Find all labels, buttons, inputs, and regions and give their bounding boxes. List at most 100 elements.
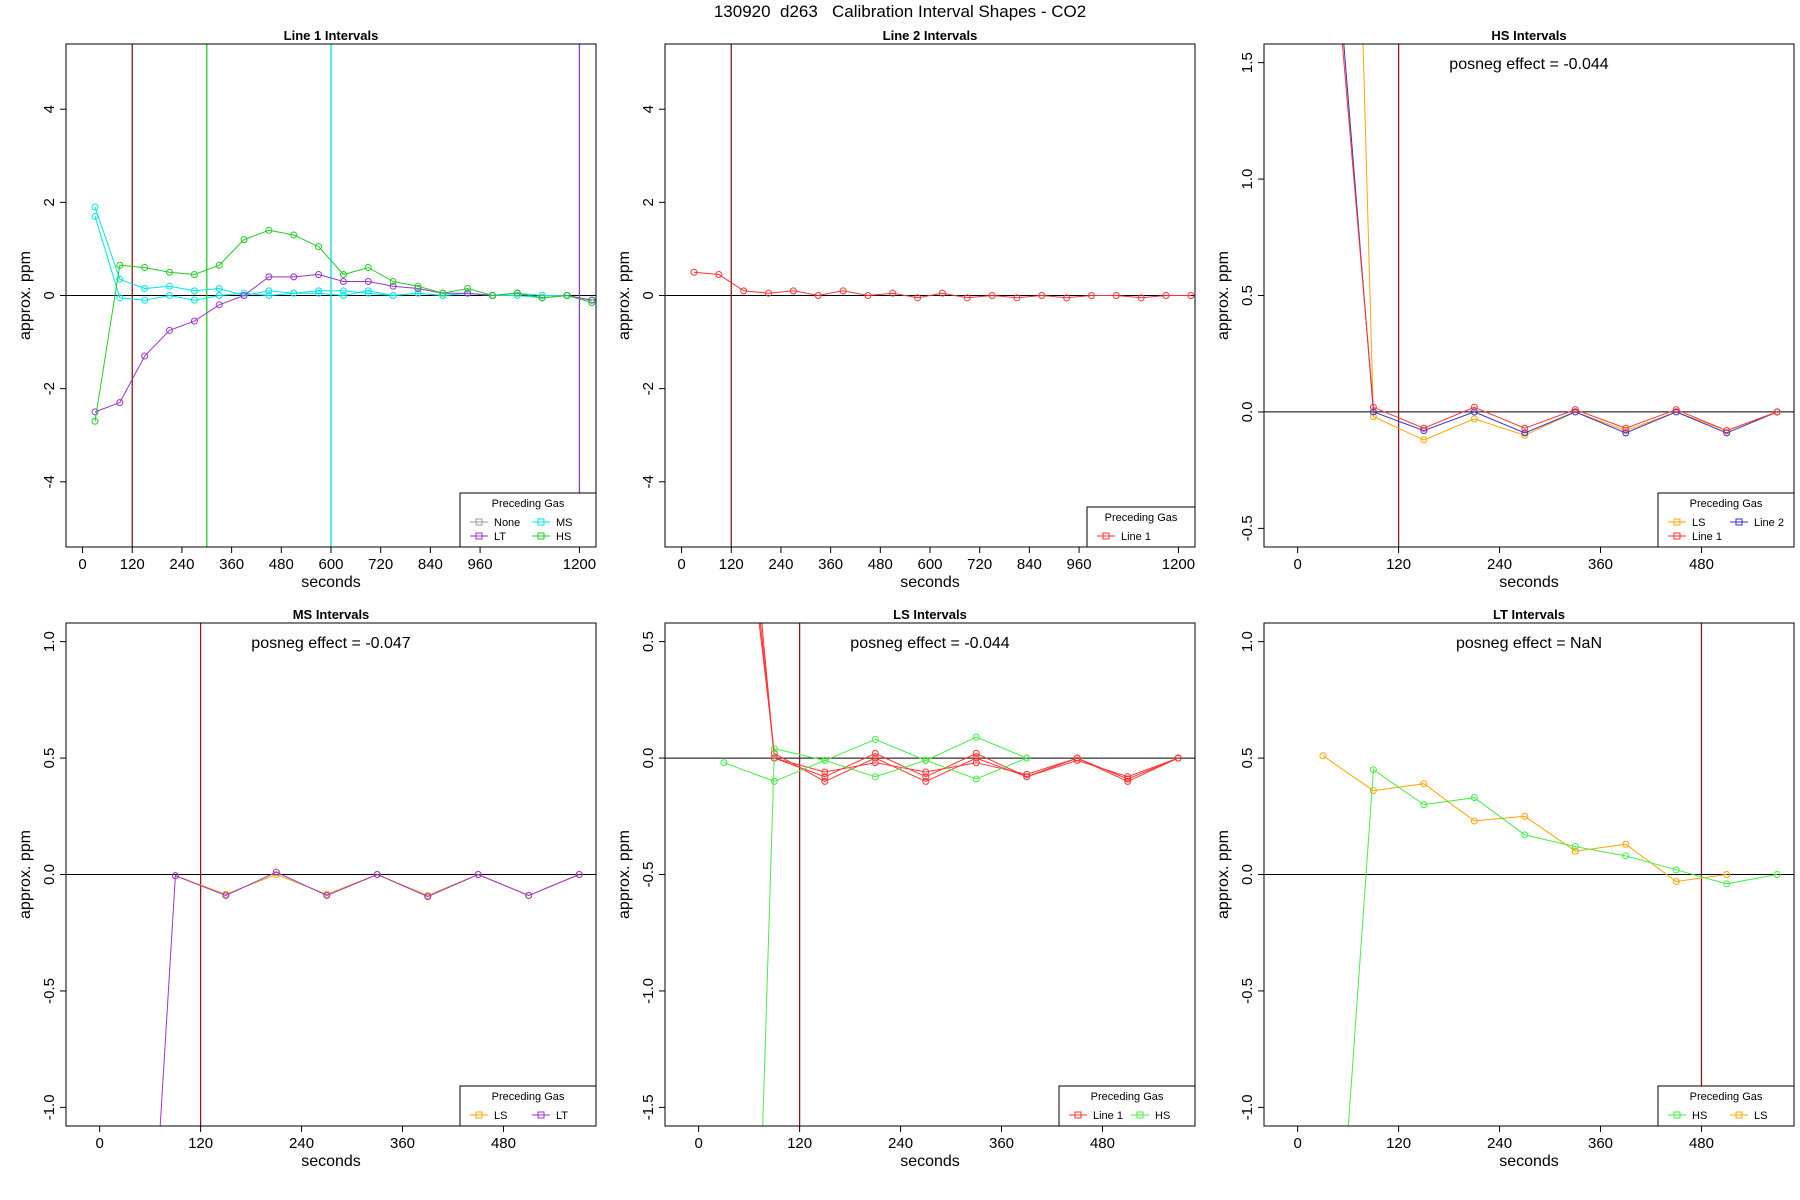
y-axis-label: approx. ppm — [1215, 251, 1232, 340]
data-point — [1723, 880, 1731, 888]
y-tick-label: 0.0 — [640, 748, 657, 769]
y-axis-label: approx. ppm — [616, 830, 633, 919]
legend: Preceding Gas HS LS — [1657, 1085, 1795, 1127]
chart-title: LS Intervals — [893, 607, 967, 622]
x-tick-label: 840 — [1017, 556, 1042, 573]
x-tick-label: 960 — [1067, 556, 1092, 573]
series-group — [690, 268, 1195, 302]
series-line — [159, 871, 580, 1126]
data-point — [1343, 1151, 1349, 1157]
chart-panel-6: LT Intervals 0 120 240 360 480 -1.0 -0.5 0.0 0.5 1… — [1215, 607, 1795, 1170]
legend-swatch-marker — [1735, 518, 1743, 526]
data-point — [91, 212, 99, 220]
x-axis-label: seconds — [1499, 1153, 1559, 1170]
legend-swatch-marker — [475, 532, 483, 540]
data-point — [315, 243, 323, 251]
data-point — [871, 749, 879, 757]
legend-box — [459, 1085, 597, 1127]
data-point — [1420, 427, 1428, 435]
data-point — [1571, 408, 1579, 416]
data-point — [116, 294, 124, 302]
legend-title: Preceding Gas — [1690, 498, 1763, 510]
chart-title: Line 1 Intervals — [284, 28, 379, 43]
data-point — [389, 278, 397, 286]
data-point — [922, 768, 930, 776]
data-point — [190, 271, 198, 279]
chart-title: HS Intervals — [1491, 28, 1566, 43]
posneg-annotation: posneg effect = -0.044 — [1449, 56, 1608, 73]
x-tick-label: 0 — [677, 556, 685, 573]
plot-frame — [1263, 43, 1795, 548]
data-point — [1112, 292, 1120, 299]
x-tick-label: 0 — [78, 556, 86, 573]
y-axis-label: approx. ppm — [616, 251, 633, 340]
x-tick-label: 720 — [368, 556, 393, 573]
data-point — [464, 289, 472, 297]
data-point — [1073, 754, 1081, 762]
series-line — [94, 216, 592, 301]
y-tick-label: 2 — [41, 198, 58, 206]
series-line — [94, 229, 593, 422]
data-point — [1723, 429, 1731, 437]
posneg-annotation: posneg effect = NaN — [1456, 635, 1602, 652]
data-point — [1369, 787, 1377, 795]
data-point — [1470, 403, 1478, 411]
data-point — [364, 278, 372, 286]
y-tick-label: -1.0 — [41, 1094, 58, 1120]
series-line — [693, 271, 1191, 299]
x-tick-label: 720 — [967, 556, 992, 573]
legend-box — [1058, 1085, 1196, 1127]
data-point — [439, 292, 447, 299]
data-point — [190, 317, 198, 325]
data-point — [1319, 752, 1327, 760]
data-point — [156, 1151, 162, 1157]
y-tick-label: -4 — [41, 475, 58, 488]
legend-entry-label: LT — [556, 1110, 568, 1122]
x-tick-label: 360 — [390, 1135, 415, 1152]
x-tick-label: 120 — [120, 556, 145, 573]
series-group — [720, 623, 1182, 1126]
data-point — [141, 264, 149, 272]
data-point — [770, 745, 778, 753]
legend-title: Preceding Gas — [1105, 512, 1178, 524]
data-point — [339, 278, 347, 286]
x-tick-label: 480 — [1090, 1135, 1115, 1152]
x-tick-label: 120 — [1386, 1135, 1411, 1152]
y-tick-label: 0.5 — [1239, 748, 1256, 769]
data-point — [770, 777, 778, 785]
legend: Preceding Gas Line 1 HS — [1058, 1085, 1196, 1127]
data-point — [1013, 294, 1021, 302]
data-point — [1369, 403, 1377, 411]
legend-box — [1657, 492, 1795, 548]
data-point — [364, 289, 372, 297]
series-line — [762, 748, 1027, 1126]
data-point — [871, 754, 879, 762]
data-point — [91, 408, 99, 416]
data-point — [765, 289, 773, 297]
legend-swatch-marker — [475, 1111, 483, 1119]
series-line — [759, 623, 1179, 778]
x-tick-label: 120 — [1386, 556, 1411, 573]
data-point — [373, 871, 381, 878]
chart-panel-5: LS Intervals 0 120 240 360 480 -1.5 -1.0 -0.5 0.0… — [616, 607, 1196, 1170]
data-point — [414, 289, 422, 297]
series-line — [761, 623, 1179, 780]
series-line — [723, 736, 1027, 782]
y-tick-label: -2 — [640, 382, 657, 395]
data-point — [821, 768, 829, 776]
data-point — [1063, 294, 1071, 302]
data-point — [290, 231, 298, 239]
x-tick-label: 0 — [1293, 1135, 1301, 1152]
data-point — [1571, 406, 1579, 414]
x-tick-label: 840 — [418, 556, 443, 573]
data-point — [215, 285, 223, 293]
data-point — [166, 268, 174, 276]
y-tick-label: -0.5 — [1239, 515, 1256, 541]
data-point — [339, 292, 347, 299]
x-axis-label: seconds — [301, 1153, 361, 1170]
data-point — [389, 292, 397, 299]
legend-entry-label: Line 1 — [1121, 531, 1151, 543]
data-point — [240, 236, 248, 244]
series-line — [94, 206, 592, 301]
